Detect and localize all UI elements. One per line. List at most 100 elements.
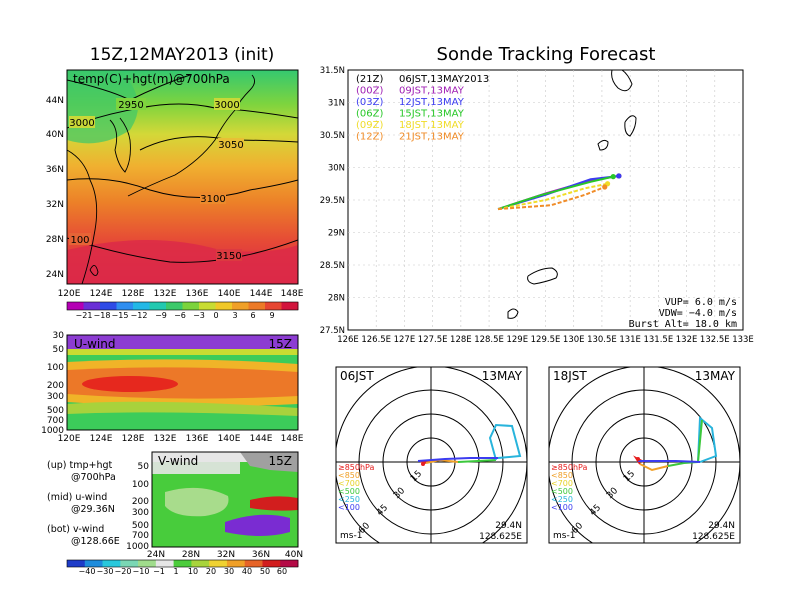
temperature-colorbar	[66, 301, 299, 311]
hodo-pressure-legend: <250	[551, 495, 573, 504]
map-lat-label: 40N	[46, 130, 64, 140]
contour-label: 3000	[69, 118, 94, 129]
uwind-panel: U-wind 15Z	[66, 334, 299, 431]
colorbar-swatch	[133, 302, 150, 310]
uwind-x-label: 144E	[250, 434, 273, 444]
vwind-negative-blob	[225, 514, 290, 536]
hodo-pressure-legend: <700	[338, 479, 360, 488]
wind-colorbar	[66, 559, 299, 568]
legend-zulu: (09Z)	[356, 120, 383, 131]
track-lat-label: 30N	[328, 164, 345, 174]
vwind-neutral-upper	[152, 462, 240, 474]
colorbar-swatch	[102, 560, 121, 567]
vwind-neutral-right	[240, 452, 298, 472]
track-lat-label: 31N	[328, 99, 345, 109]
island-coast	[597, 139, 609, 151]
vwind-x-label: 28N	[182, 550, 200, 560]
temp-colorbar-label: 0	[213, 311, 218, 320]
island-coast	[507, 308, 519, 319]
uwind-top-band	[67, 335, 298, 349]
uwind-x-label: 148E	[281, 434, 304, 444]
track-lon-label: 126E	[337, 335, 359, 345]
map-lat-label: 36N	[46, 165, 64, 175]
colorbar-swatch	[116, 302, 134, 310]
right-title: Sonde Tracking Forecast	[437, 44, 656, 65]
colorbar-swatch	[67, 302, 84, 310]
japan-coast	[127, 74, 255, 197]
uwind-y-label: 30	[53, 331, 65, 341]
height-contour-3100	[67, 178, 298, 198]
track-line	[497, 175, 614, 211]
track-lon-label: 131.5E	[643, 335, 673, 345]
hodo-trace-500b	[697, 419, 703, 463]
track-gridlines	[348, 70, 743, 330]
legend-local: 09JST,13MAY	[399, 86, 465, 97]
island-coast	[527, 267, 558, 285]
track-lon-label: 132.5E	[700, 335, 730, 345]
temp-colorbar-label: 6	[250, 311, 255, 320]
map-lat-label: 24N	[46, 270, 64, 280]
vwind-panel: V-wind 15Z	[151, 451, 299, 548]
map-lon-label: 144E	[250, 289, 273, 299]
hodo-pressure-legend: <100	[551, 503, 573, 512]
track-lon-label: 131E	[619, 335, 641, 345]
wind-colorbar-label: 40	[242, 567, 252, 576]
note-line: (mid) u-wind	[47, 492, 107, 503]
track-line	[497, 182, 608, 211]
note-line: (bot) v-wind	[47, 524, 104, 535]
hodograph-18jst: 18JST 13MAY ms-1 29.4N 128.625E 15 30 45…	[548, 366, 741, 544]
hodo-units: ms-1	[340, 531, 362, 541]
uwind-x-label: 124E	[90, 434, 113, 444]
legend-local: 12JST,13MAY	[399, 97, 465, 108]
vwind-x-label: 32N	[217, 550, 235, 560]
track-lon-label: 130.5E	[587, 335, 617, 345]
colorbar-swatch	[67, 560, 86, 567]
uwind-y-label: 500	[47, 406, 64, 416]
track-lon-label: 128.5E	[474, 335, 504, 345]
note-line: @700hPa	[71, 472, 116, 483]
uwind-y-label: 100	[47, 363, 64, 373]
temp-colorbar-label: −21	[76, 311, 93, 320]
vwind-y-label: 500	[132, 521, 149, 531]
hodo-pressure-legend: <500	[551, 487, 573, 496]
vwind-top-band	[152, 452, 298, 462]
vwind-y-label: 1000	[126, 542, 149, 552]
vwind-y-label: 50	[138, 462, 150, 472]
hodo-pressure-legend: <500	[338, 487, 360, 496]
track-lon-label: 130E	[563, 335, 585, 345]
colorbar-swatch	[226, 560, 246, 567]
china-coast	[67, 149, 98, 284]
colorbar-swatch	[182, 302, 200, 310]
note-line: @128.66E	[71, 536, 120, 547]
vwind-y-label: 100	[132, 480, 149, 490]
uwind-x-label: 136E	[186, 434, 209, 444]
colorbar-swatch	[173, 560, 192, 567]
colorbar-swatch	[281, 302, 299, 310]
uwind-lower-band	[67, 401, 298, 416]
track-lines	[497, 173, 622, 211]
hodo-trace-500	[488, 423, 522, 461]
uwind-x-label: 128E	[122, 434, 145, 444]
track-endpoint	[602, 184, 608, 190]
temp-colorbar-label: −3	[193, 311, 205, 320]
temp-colorbar-label: 9	[269, 311, 274, 320]
track-lat-label: 31.5N	[320, 66, 345, 76]
island-coast	[611, 70, 633, 92]
colorbar-swatch	[248, 302, 266, 310]
track-lon-label: 129E	[506, 335, 528, 345]
left-title: 15Z,12MAY2013 (init)	[90, 45, 275, 65]
track-lat-label: 29.5N	[320, 196, 345, 206]
hodo-time: 18JST	[553, 369, 587, 383]
hodo-lat: 29.4N	[708, 521, 735, 531]
contour-label: 3000	[214, 100, 239, 111]
track-endpoint	[616, 173, 622, 179]
track-lat-label: 28N	[328, 294, 345, 304]
track-lon-label: 127E	[394, 335, 416, 345]
colorbar-swatch	[265, 302, 282, 310]
wind-colorbar-label: −10	[133, 567, 150, 576]
track-lat-label: 28.5N	[320, 261, 345, 271]
legend-zulu: (03Z)	[356, 97, 383, 108]
contour-label: 3050	[218, 140, 243, 151]
wind-colorbar-label: 30	[224, 567, 234, 576]
height-contour-3000	[67, 103, 298, 129]
